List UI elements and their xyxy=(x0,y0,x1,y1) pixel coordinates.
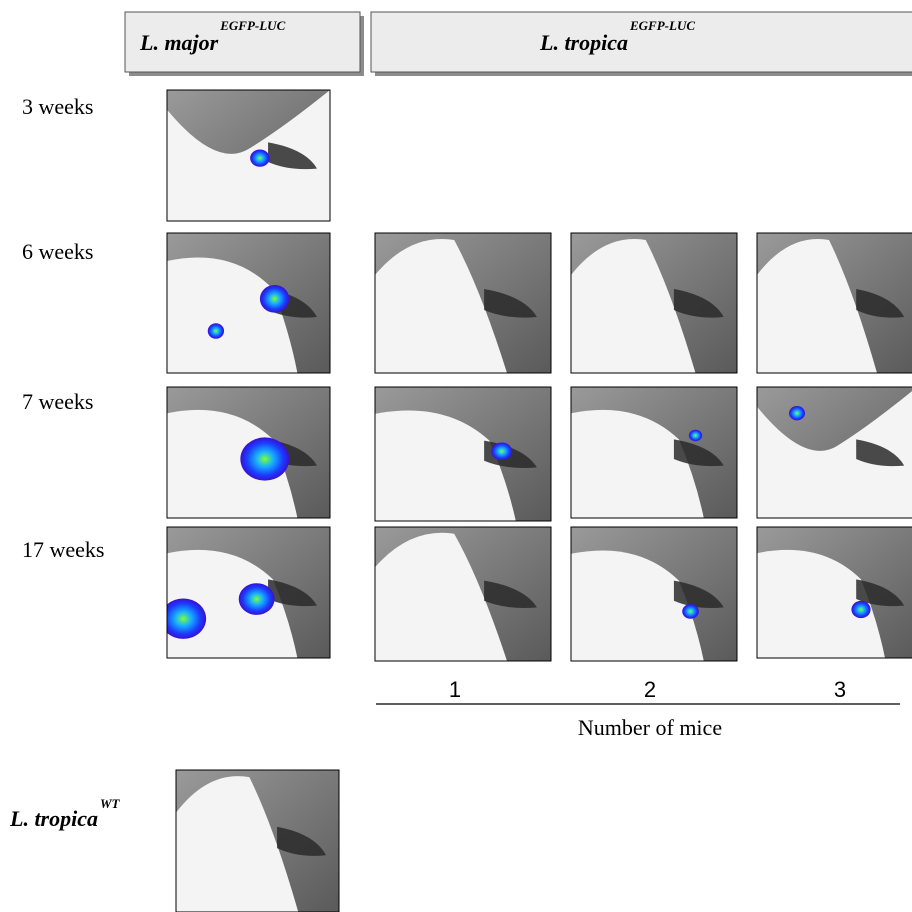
header-superscript: EGFP-LUC xyxy=(219,18,285,33)
mouse-ear xyxy=(484,289,537,318)
mouse-body xyxy=(757,391,912,518)
column-label: 3 xyxy=(834,677,846,702)
header-box xyxy=(370,11,912,73)
control-superscript: WT xyxy=(100,796,121,811)
luminescence-signal xyxy=(238,583,275,615)
luminescence-signal xyxy=(682,604,699,619)
row-label: 6 weeks xyxy=(22,239,93,264)
header: L. tropicaEGFP-LUC xyxy=(539,18,695,55)
row-label: 3 weeks xyxy=(22,94,93,119)
header-name: L. tropica xyxy=(539,30,628,55)
column-label: 1 xyxy=(449,677,461,702)
image-border xyxy=(166,232,331,374)
mouse-body xyxy=(571,239,696,373)
mouse-ear xyxy=(673,439,724,467)
control-label: L. tropicaWT xyxy=(9,796,121,831)
mouse-image xyxy=(571,387,737,518)
mouse-image xyxy=(757,527,912,658)
mouse-image xyxy=(375,387,551,521)
image-border xyxy=(756,232,912,374)
mouse-ear xyxy=(277,826,326,856)
image-border xyxy=(374,526,552,662)
column-label: 2 xyxy=(644,677,656,702)
mouse-ear xyxy=(673,580,724,608)
image-border xyxy=(756,526,912,659)
header-superscript: EGFP-LUC xyxy=(629,18,695,33)
row-label: 17 weeks xyxy=(22,537,104,562)
image-border xyxy=(570,526,738,662)
image-border xyxy=(374,232,552,374)
mouse-ear xyxy=(673,289,724,318)
luminescence-signal xyxy=(240,437,290,481)
image-border xyxy=(570,232,738,374)
header-box xyxy=(124,11,361,73)
image-border xyxy=(570,386,738,519)
luminescence-signal xyxy=(207,323,225,339)
mouse-image xyxy=(757,387,912,518)
mouse-ear xyxy=(268,579,317,607)
luminescence-signal xyxy=(688,429,703,442)
mouse-ear xyxy=(268,142,317,170)
image-border xyxy=(166,89,331,222)
mouse-body xyxy=(375,239,507,373)
mouse-body xyxy=(176,776,299,912)
mouse-body xyxy=(375,410,516,521)
mouse-image xyxy=(167,527,330,658)
mouse-image xyxy=(571,527,737,661)
luminescence-signal xyxy=(851,600,871,619)
luminescence-signal xyxy=(167,598,207,639)
luminescence-signal xyxy=(789,405,805,421)
axis-label: Number of mice xyxy=(578,715,722,740)
luminescence-signal xyxy=(250,149,270,167)
image-border xyxy=(166,386,331,519)
luminescence-signal xyxy=(491,442,513,461)
mouse-image xyxy=(167,233,330,373)
header: L. majorEGFP-LUC xyxy=(139,18,286,55)
image-border xyxy=(374,386,552,522)
mouse-image xyxy=(167,387,330,518)
mouse-ear xyxy=(856,579,905,607)
luminescence-signal xyxy=(259,284,290,313)
mouse-image xyxy=(571,233,737,373)
mouse-image xyxy=(375,527,551,661)
mouse-body xyxy=(757,549,885,658)
mouse-ear xyxy=(856,289,905,318)
mouse-ear xyxy=(484,580,537,608)
image-border xyxy=(175,769,340,912)
image-border xyxy=(756,386,912,519)
image-border xyxy=(166,526,331,659)
mouse-body xyxy=(167,90,330,221)
mouse-ear xyxy=(856,439,905,467)
mouse-image xyxy=(375,233,551,373)
control-name: L. tropica xyxy=(9,806,98,831)
row-label: 7 weeks xyxy=(22,389,93,414)
mouse-body xyxy=(757,239,877,373)
mouse-image xyxy=(167,90,330,221)
mouse-image xyxy=(757,233,912,373)
mouse-body xyxy=(571,550,704,661)
panels xyxy=(166,89,912,912)
mouse-body xyxy=(167,409,298,518)
mouse-body xyxy=(167,257,298,373)
header-name: L. major xyxy=(139,30,219,55)
mouse-body xyxy=(571,409,704,518)
mouse-image xyxy=(176,770,339,912)
mouse-body xyxy=(375,532,507,661)
